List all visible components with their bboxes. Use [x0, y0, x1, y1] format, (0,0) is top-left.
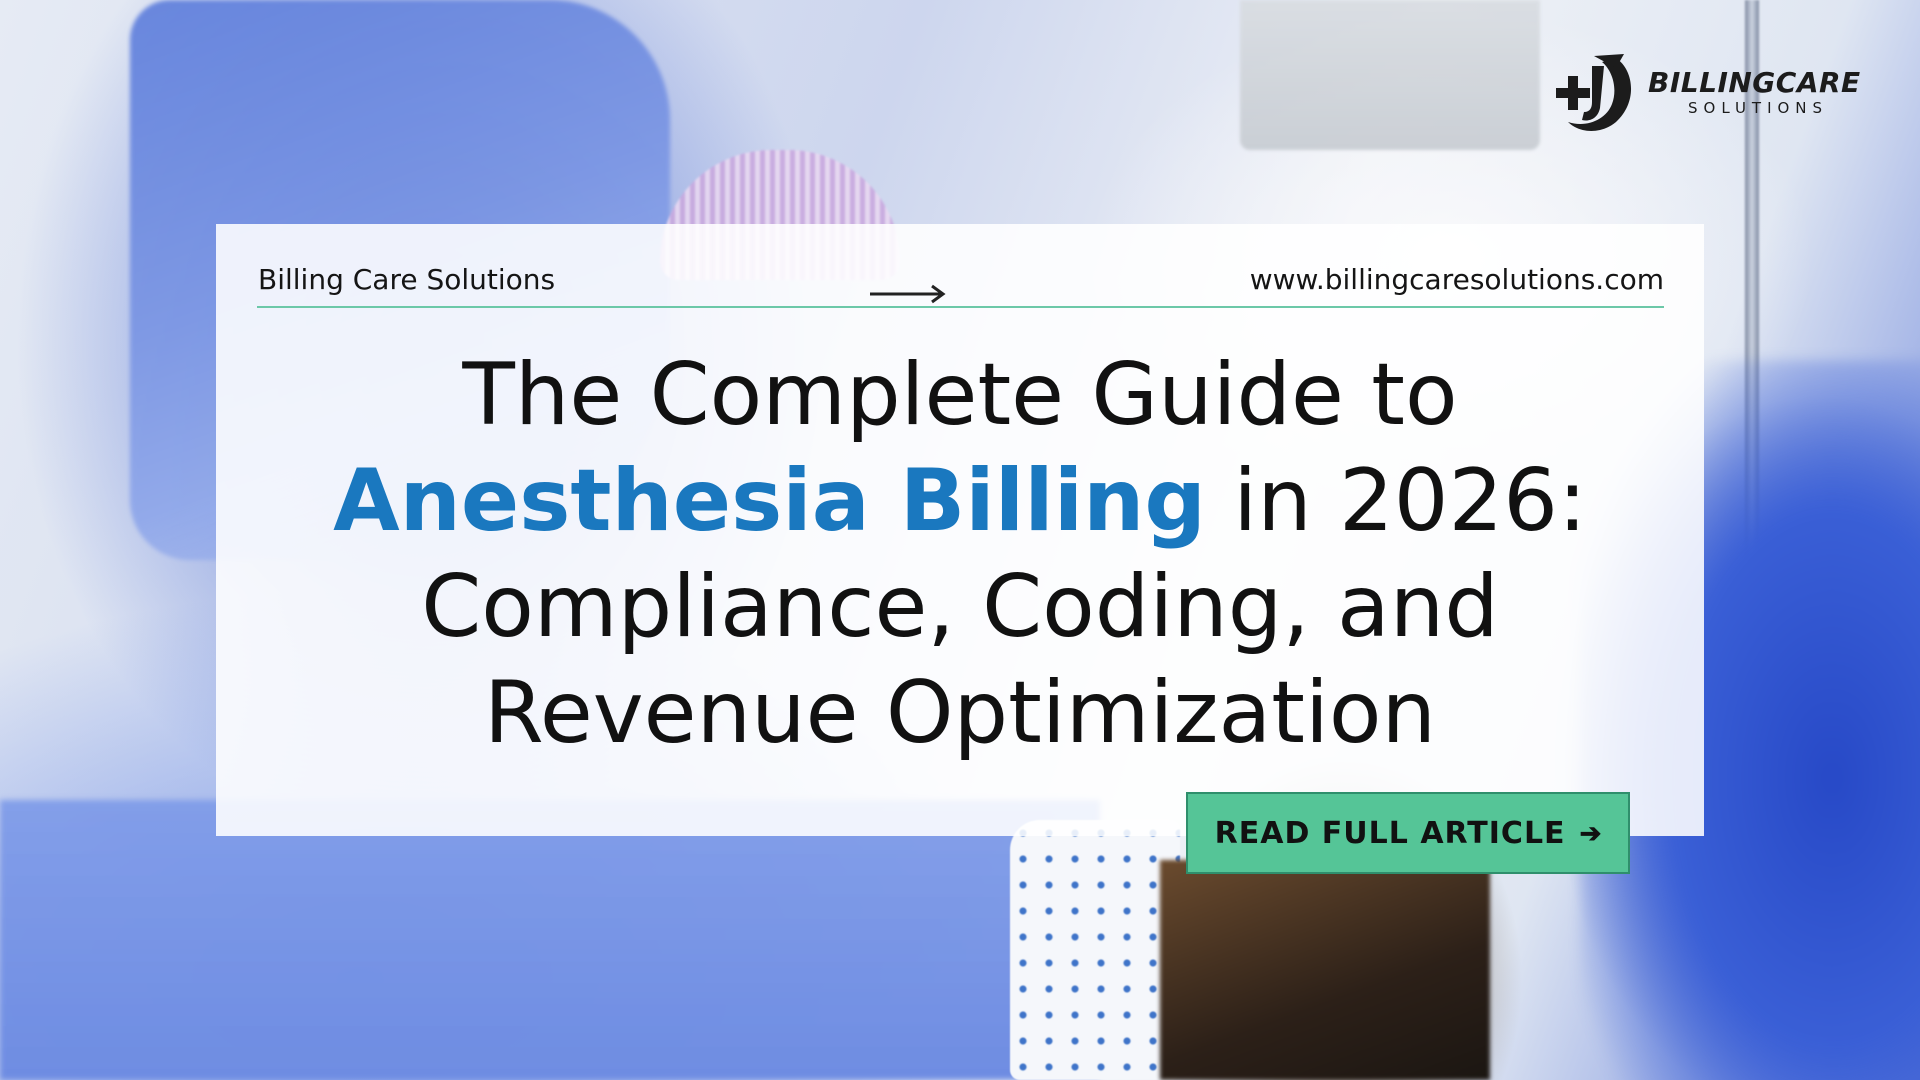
- title-highlight: Anesthesia Billing: [333, 451, 1206, 551]
- website-url[interactable]: www.billingcaresolutions.com: [1249, 262, 1664, 296]
- title-line-1: The Complete Guide to: [462, 345, 1458, 445]
- read-full-article-button[interactable]: READ FULL ARTICLE ➔: [1186, 792, 1630, 874]
- patient-gown: [1010, 820, 1180, 1080]
- title-line-3: Compliance, Coding, and: [421, 557, 1499, 657]
- dark-foreground: [1160, 860, 1490, 1080]
- right-arrow-icon: ➔: [1579, 817, 1602, 848]
- content-card: Billing Care Solutions www.billingcareso…: [216, 224, 1704, 836]
- logo-name: BILLINGCARE: [1648, 65, 1861, 99]
- medical-monitor: [1240, 0, 1540, 150]
- brand-name: Billing Care Solutions: [258, 262, 556, 296]
- company-logo[interactable]: BILLINGCARE SOLUTIONS: [1546, 44, 1876, 140]
- page-title: The Complete Guide to Anesthesia Billing…: [216, 342, 1704, 766]
- long-right-arrow-icon: [870, 284, 946, 304]
- logo-tagline: SOLUTIONS: [1688, 98, 1829, 117]
- medical-cross-swoosh-icon: [1556, 54, 1632, 131]
- cta-label: READ FULL ARTICLE: [1214, 815, 1566, 851]
- card-header: Billing Care Solutions www.billingcareso…: [258, 254, 1664, 304]
- title-line-2: Anesthesia Billing in 2026:: [216, 448, 1704, 554]
- header-divider: [257, 306, 1664, 308]
- title-line-2-rest: in 2026:: [1205, 451, 1587, 551]
- blue-drape-bottom: [0, 800, 1100, 1080]
- title-line-4: Revenue Optimization: [483, 663, 1436, 763]
